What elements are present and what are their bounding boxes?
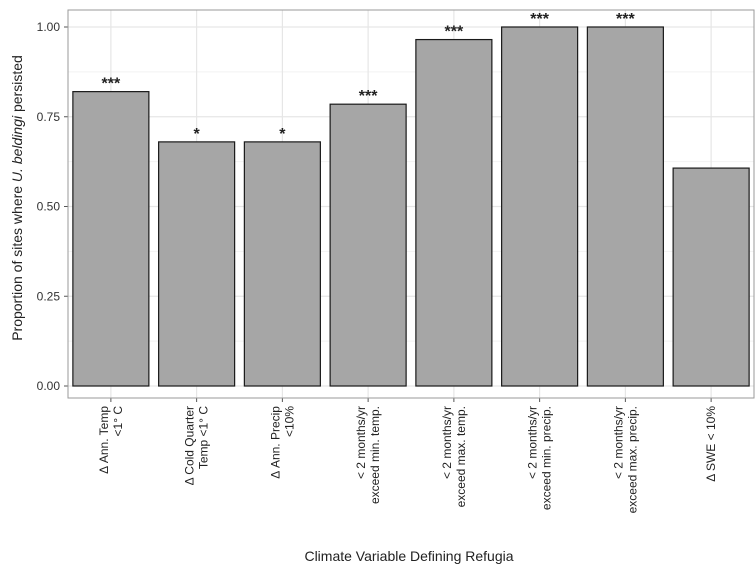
x-tick-label: Δ Ann. Temp <1° C: [97, 406, 125, 474]
x-tick-label-line: exceed max. temp.: [454, 406, 468, 507]
y-tick-label: 0.00: [37, 379, 61, 393]
x-tick-label-line: exceed min. precip.: [540, 406, 554, 510]
y-tick-label: 1.00: [37, 20, 61, 34]
x-tick-label-line: Δ Ann. Temp: [97, 406, 111, 474]
x-tick-label-line: < 2 months/yr: [526, 406, 540, 479]
y-axis-title-species: U. beldingi: [9, 115, 25, 182]
bar: [501, 26, 579, 387]
x-tick-label: < 2 months/yr exceed min. temp.: [354, 406, 382, 504]
bar: [586, 26, 664, 387]
bar: [672, 167, 750, 387]
panel-border: [67, 9, 755, 399]
bar: [72, 91, 150, 387]
x-tick-label-line: Δ SWE < 10%: [704, 406, 718, 482]
significance-label: ***: [359, 88, 378, 105]
x-tick-label-line: < 2 months/yr: [440, 406, 454, 479]
x-tick-label: < 2 months/yr exceed max. precip.: [611, 406, 639, 513]
y-tick-label: 0.75: [37, 110, 61, 124]
x-tick-label: < 2 months/yr exceed max. temp.: [440, 406, 468, 507]
x-tick-label: < 2 months/yr exceed min. precip.: [526, 406, 554, 510]
y-axis-title: Proportion of sites where U. beldingi pe…: [9, 55, 25, 341]
bar: [158, 141, 236, 387]
y-tick-label: 0.25: [37, 289, 61, 303]
significance-label: ***: [530, 11, 549, 28]
x-tick-label-line: exceed min. temp.: [368, 406, 382, 504]
significance-labels: **** ********** ***: [102, 11, 636, 143]
y-axis-title-suffix: persisted: [9, 55, 25, 116]
bar: [329, 103, 407, 387]
x-tick-label-line: < 2 months/yr: [611, 406, 625, 479]
y-tick-label: 0.50: [37, 200, 61, 214]
bar: [243, 141, 321, 387]
x-tick-label-line: Δ Cold Quarter: [183, 406, 197, 485]
x-axis-title: Climate Variable Defining Refugia: [304, 548, 513, 564]
bars: [72, 26, 750, 387]
x-tick-label: Δ Cold Quarter Temp <1° C: [183, 406, 211, 486]
x-tick-label: Δ SWE < 10%: [704, 406, 718, 482]
x-tick-label-line: Δ Ann. Precip: [268, 406, 282, 479]
significance-label: *: [279, 126, 286, 143]
x-tick-label-line: < 2 months/yr: [354, 406, 368, 479]
significance-label: ***: [102, 76, 121, 93]
x-tick-label-line: <1° C: [111, 406, 125, 437]
significance-label: *: [194, 126, 201, 143]
x-tick-label-line: exceed max. precip.: [625, 406, 639, 513]
x-tick-label-line: <10%: [282, 406, 296, 437]
x-tick-label: Δ Ann. Precip <10%: [268, 406, 296, 479]
significance-label: ***: [445, 24, 464, 41]
significance-label: ***: [616, 11, 635, 28]
x-axis: Δ Ann. Temp <1° C Δ Cold Quarter Temp <1° C…: [97, 398, 718, 513]
y-axis-title-prefix: Proportion of sites where: [9, 182, 25, 341]
bar: [415, 38, 493, 387]
y-axis: 0.00 0.25 0.50 0.75 1.00: [37, 20, 68, 393]
x-tick-label-line: Temp <1° C: [197, 406, 211, 469]
